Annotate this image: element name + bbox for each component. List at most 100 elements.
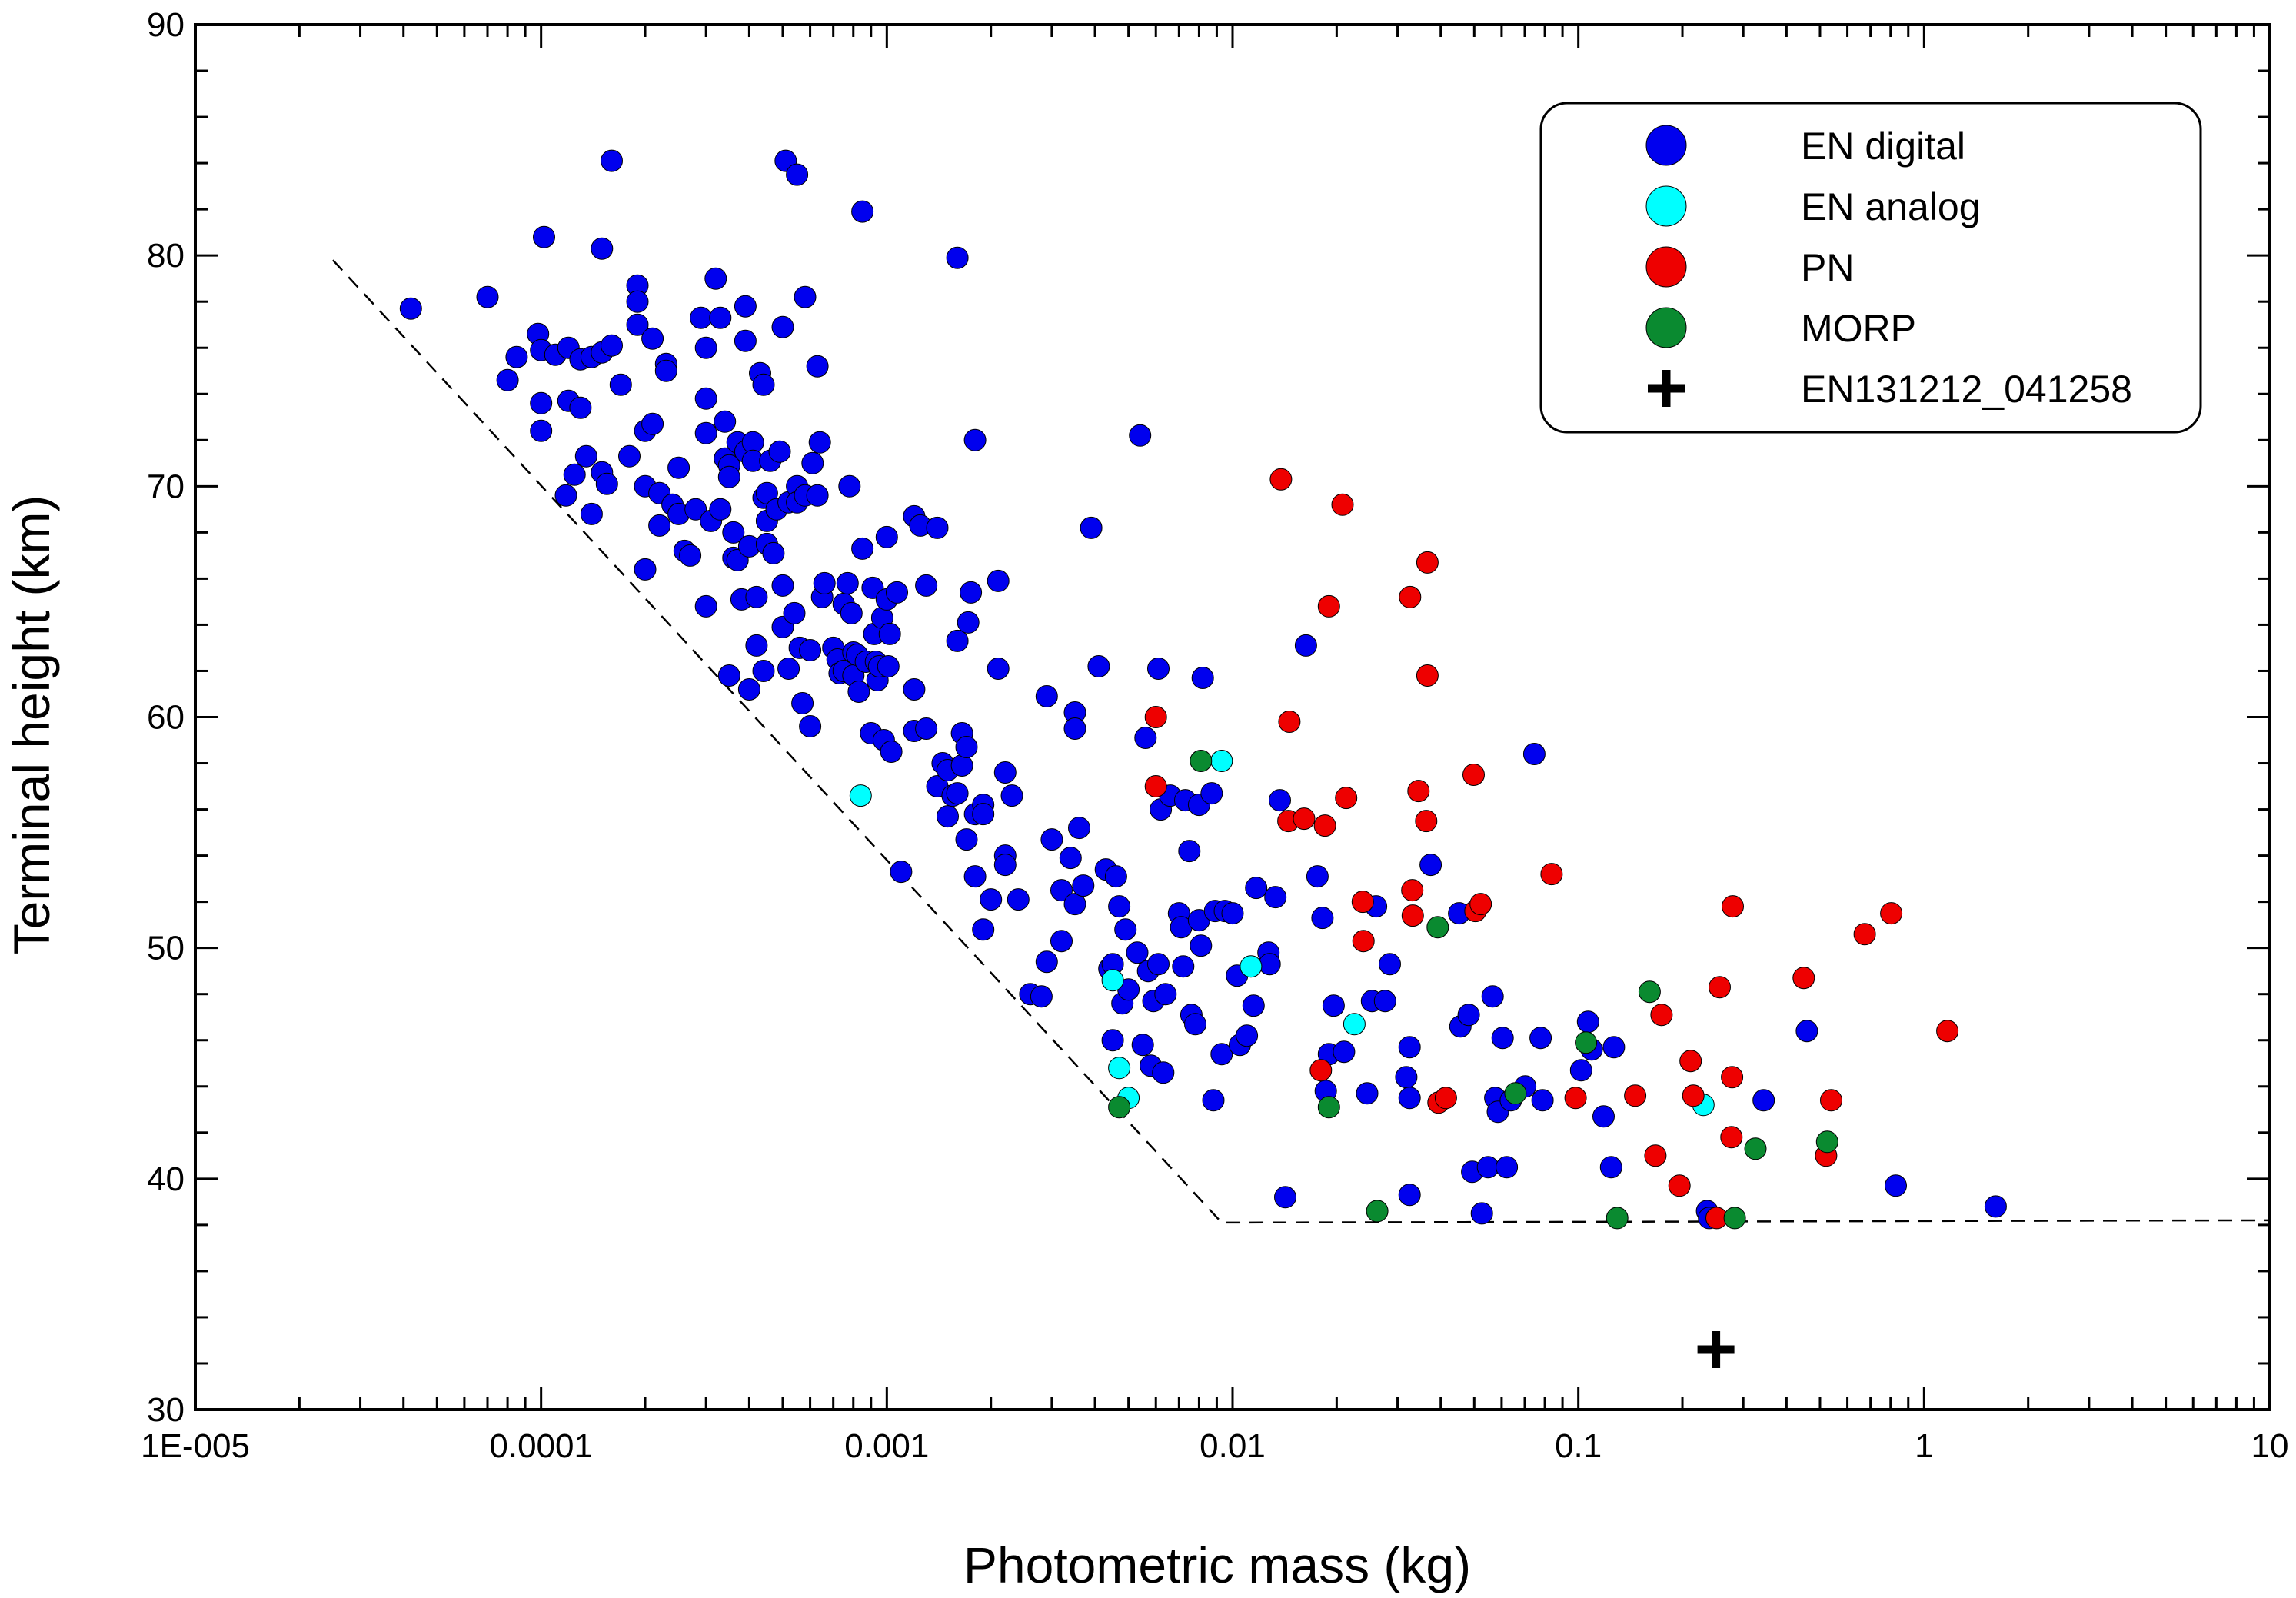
data-point-pn [1540, 863, 1563, 886]
data-point-en-digital [1457, 1004, 1480, 1027]
data-point-en-digital [722, 521, 745, 544]
data-point-en-digital [806, 355, 829, 378]
data-point-pn [1399, 585, 1422, 608]
data-point-en-digital [1210, 1043, 1233, 1066]
data-point-pn [1709, 976, 1731, 999]
data-point-en-digital [634, 558, 657, 581]
data-point-en-digital [1984, 1195, 2007, 1218]
data-point-en-digital [1752, 1089, 1775, 1112]
data-point-en-digital [987, 658, 1010, 680]
data-point-pn [1722, 895, 1744, 918]
data-point-en-analog [1210, 750, 1233, 772]
data-point-en-digital [1007, 888, 1030, 911]
legend-label: EN analog [1801, 185, 1981, 228]
data-point-en-digital [794, 285, 817, 308]
data-point-en-digital [1236, 1024, 1259, 1047]
data-point-en-digital [1491, 1027, 1514, 1050]
data-point-en-digital [1030, 985, 1053, 1008]
data-point-en-digital [1063, 893, 1086, 916]
data-point-en-analog [849, 784, 872, 807]
data-point-en-digital [1147, 658, 1170, 680]
data-point-pn [1469, 893, 1492, 916]
data-point-en-digital [641, 327, 664, 350]
data-point-en-digital [530, 419, 553, 442]
data-point-en-digital [806, 484, 829, 507]
data-point-en-digital [851, 537, 874, 560]
data-point-en-digital [1496, 1156, 1519, 1179]
data-point-en-digital [752, 373, 775, 396]
data-point-en-digital [1569, 1059, 1592, 1082]
data-point-en-digital [840, 601, 863, 624]
y-tick-label: 60 [147, 699, 185, 737]
data-point-en-digital [1274, 1186, 1296, 1209]
data-point-en-digital [799, 639, 822, 661]
data-point-en-digital [745, 634, 768, 657]
data-point-morp [1317, 1096, 1340, 1119]
data-point-en-digital [847, 681, 870, 703]
data-point-en-digital [1101, 1029, 1124, 1052]
data-point-en-digital [690, 306, 713, 329]
x-tick-label: 0.01 [1200, 1427, 1266, 1465]
data-point-en-digital [987, 569, 1010, 592]
boundary-line-group [331, 259, 2271, 1224]
data-point-en-digital [1333, 1040, 1356, 1064]
x-tick-label: 0.1 [1555, 1427, 1602, 1465]
data-point-en-digital [752, 660, 775, 682]
data-point-en-digital [972, 803, 995, 826]
data-point-en-digital [694, 336, 717, 359]
legend: EN digital EN analog PN MORP EN131212_041258 [1539, 102, 2202, 434]
data-point-en-digital [813, 571, 836, 594]
data-point-en-digital [533, 225, 555, 248]
data-point-en-analog [1343, 1013, 1366, 1036]
data-point-en-digital [960, 581, 983, 604]
data-point-en-digital [1311, 907, 1334, 930]
data-point-pn [1434, 1087, 1457, 1110]
data-point-en-digital [1154, 983, 1177, 1006]
data-point-pn [1407, 780, 1430, 803]
data-point-en-digital [1602, 1036, 1626, 1059]
data-point-en-digital [993, 854, 1017, 877]
legend-label: EN131212_041258 [1801, 368, 2132, 411]
data-point-en-digital [1322, 994, 1345, 1017]
data-point-en-digital [737, 678, 760, 701]
x-tick-label: 0.001 [844, 1427, 929, 1465]
data-point-en-analog [1240, 955, 1263, 978]
data-point-pn [1416, 551, 1439, 574]
data-point-en-digital [1087, 655, 1110, 677]
data-point-en-digital [762, 541, 785, 564]
data-point-en-digital [1202, 1089, 1225, 1112]
legend-marker [1645, 125, 1687, 166]
data-point-en-digital [791, 692, 814, 714]
data-point-pn [1792, 967, 1815, 990]
data-point-en-digital [946, 246, 969, 269]
data-point-en-digital [618, 444, 641, 468]
data-point-en-digital [1200, 782, 1223, 805]
data-point-en-digital [1126, 941, 1149, 964]
data-point-en-digital [1395, 1066, 1418, 1089]
data-point-pn [1352, 930, 1375, 953]
data-point-en-digital [709, 306, 732, 329]
data-point-en-digital [717, 465, 740, 488]
data-point-en-digital [1599, 1156, 1622, 1179]
data-point-en-digital [880, 741, 903, 763]
data-point-en-digital [972, 918, 995, 941]
data-point-pn [1679, 1050, 1702, 1073]
data-point-en-digital [946, 629, 969, 652]
data-point-pn [1335, 787, 1358, 810]
data-point-en-digital [717, 664, 740, 687]
data-point-en-digital [1470, 1202, 1493, 1225]
data-point-en-digital [1131, 1034, 1154, 1057]
data-point-pn [1721, 1066, 1744, 1089]
data-point-en-digital [1419, 854, 1442, 877]
data-point-en-digital [1885, 1174, 1907, 1197]
data-point-pn [1313, 814, 1336, 837]
data-point-en-digital [993, 761, 1017, 784]
data-point-en-digital [1152, 1061, 1175, 1084]
data-point-en-digital [771, 574, 794, 597]
x-tick-label: 1 [1915, 1427, 1933, 1465]
data-point-pn [1401, 879, 1424, 902]
legend-marker [1648, 370, 1685, 407]
data-point-en-digital [626, 313, 649, 336]
data-point-pn [1416, 664, 1439, 687]
data-point-en-digital [714, 410, 737, 433]
